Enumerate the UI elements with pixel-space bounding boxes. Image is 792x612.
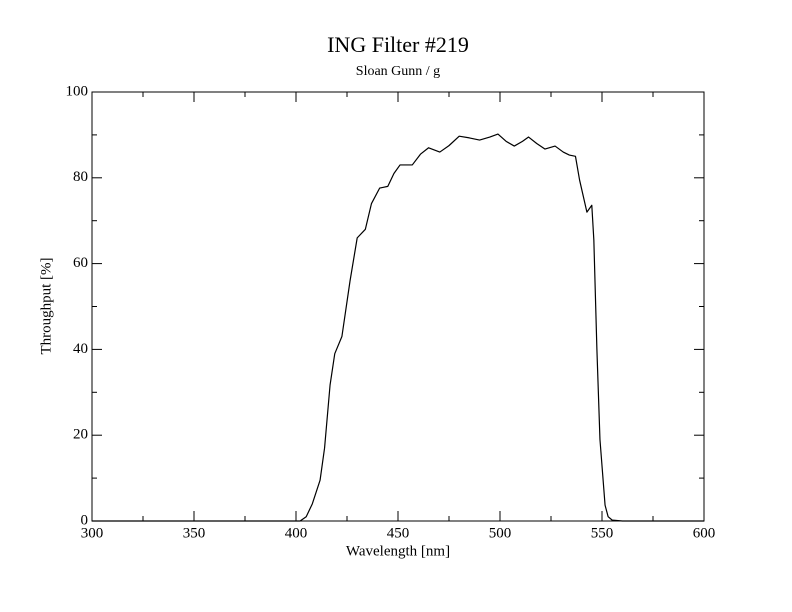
x-tick-label: 400 <box>285 525 308 541</box>
x-axis-label: Wavelength [nm] <box>346 543 450 559</box>
plot-frame <box>91 91 705 522</box>
x-tick-label: 300 <box>81 525 104 541</box>
x-tick-label: 550 <box>591 525 614 541</box>
y-tick-label: 60 <box>73 255 88 271</box>
chart-title: ING Filter #219 <box>327 32 469 57</box>
x-tick-label: 350 <box>183 525 206 541</box>
y-axis-label: Throughput [%] <box>38 257 54 354</box>
x-tick-label: 450 <box>387 525 410 541</box>
y-tick-label: 80 <box>73 169 88 185</box>
chart-subtitle: Sloan Gunn / g <box>356 64 440 79</box>
data-line <box>92 133 704 522</box>
y-tick-label: 100 <box>66 83 89 99</box>
y-tick-label: 20 <box>73 427 88 443</box>
x-tick-label: 500 <box>489 525 512 541</box>
x-tick-label: 600 <box>693 525 716 541</box>
y-tick-label: 0 <box>81 512 89 528</box>
y-tick-label: 40 <box>73 341 88 357</box>
